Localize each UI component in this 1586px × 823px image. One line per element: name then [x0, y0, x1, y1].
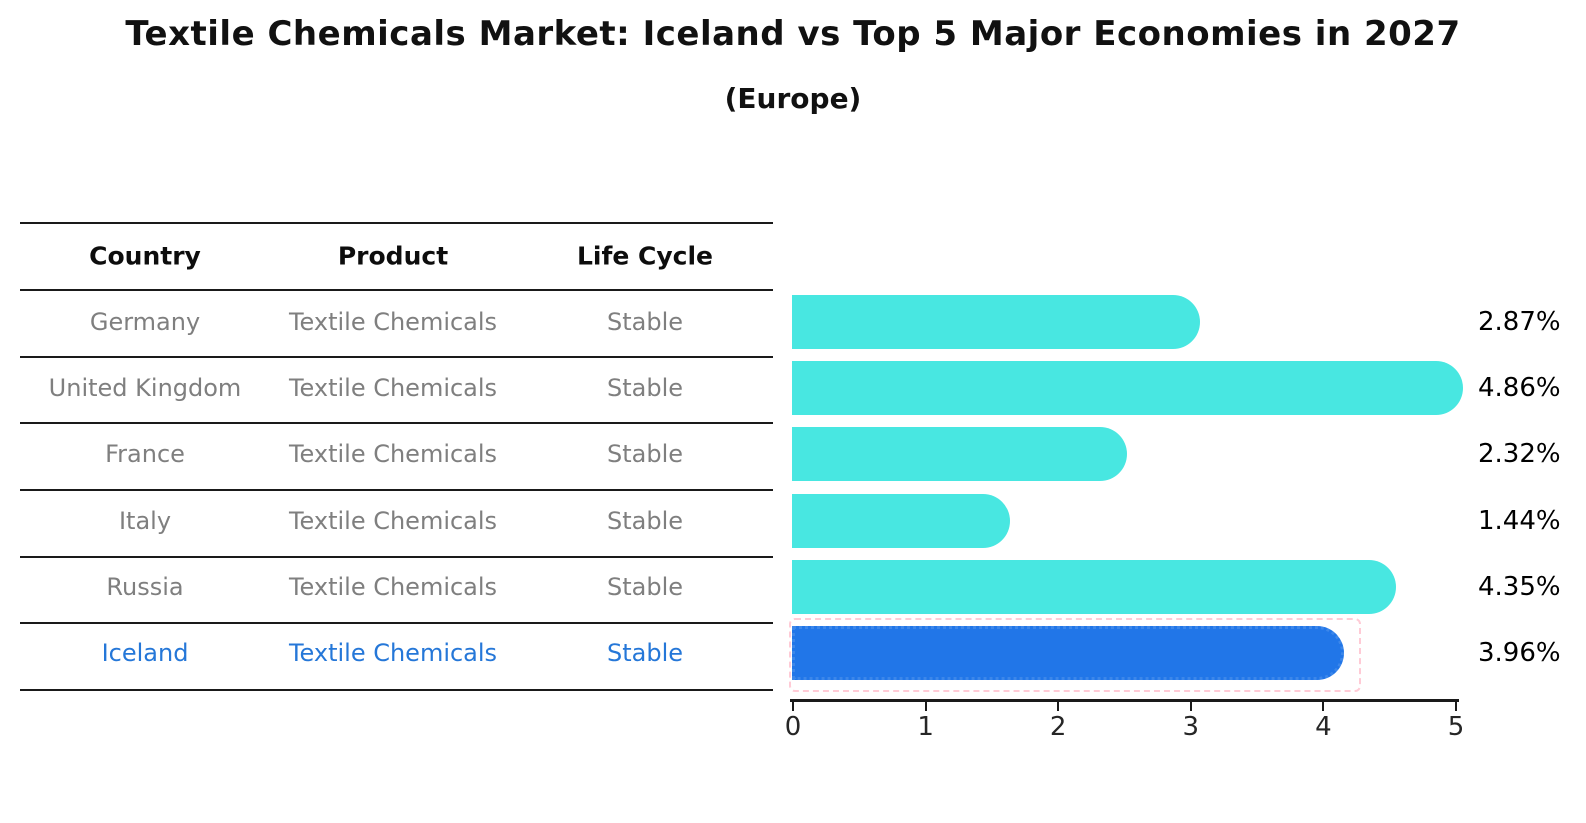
- x-tick-4: [1322, 702, 1325, 711]
- x-tick-2: [1057, 702, 1060, 711]
- table-row-1-product-cell: Textile Chemicals: [288, 374, 498, 402]
- table-line-5: [20, 556, 773, 558]
- bar-russia: [792, 560, 1396, 614]
- table-row-1-country-cell: United Kingdom: [48, 374, 242, 402]
- bar-united-kingdom: [792, 361, 1464, 415]
- table-row-3-product-cell: Textile Chemicals: [288, 507, 498, 535]
- table-row-4-country-cell: Russia: [106, 573, 184, 601]
- x-tick-label-1: 1: [917, 712, 934, 742]
- value-label-united-kingdom: 4.86%: [1478, 373, 1561, 403]
- table-line-3: [20, 422, 773, 424]
- x-tick-label-2: 2: [1049, 712, 1067, 742]
- table-line-0: [20, 222, 773, 224]
- value-label-france: 2.32%: [1478, 439, 1561, 469]
- table-header-product: Product: [337, 241, 449, 271]
- x-axis-line: [790, 699, 1459, 702]
- value-label-russia: 4.35%: [1478, 572, 1561, 602]
- x-tick-1: [924, 702, 927, 711]
- table-header-country: Country: [89, 241, 201, 271]
- table-row-1-life-cycle-cell: Stable: [606, 374, 684, 402]
- value-label-italy: 1.44%: [1478, 506, 1561, 536]
- table-line-6: [20, 622, 773, 624]
- table-line-2: [20, 356, 773, 358]
- highlight-frame: [789, 618, 1362, 692]
- table-row-0-life-cycle-cell: Stable: [606, 308, 684, 336]
- bar-iceland: [792, 626, 1345, 680]
- x-tick-label-3: 3: [1182, 712, 1200, 742]
- x-tick-3: [1189, 702, 1192, 711]
- chart-subtitle: (Europe): [724, 82, 862, 115]
- table-row-3-country-cell: Italy: [118, 507, 172, 535]
- table-row-0-country-cell: Germany: [89, 308, 201, 336]
- bar-germany: [792, 295, 1200, 349]
- table-header-life-cycle: Life Cycle: [576, 241, 714, 271]
- table-line-1: [20, 289, 773, 291]
- table-row-2-country-cell: France: [105, 440, 185, 468]
- x-tick-5: [1455, 702, 1457, 711]
- x-tick-label-0: 0: [784, 712, 802, 742]
- value-label-germany: 2.87%: [1478, 307, 1561, 337]
- table-row-5-life-cycle-cell: Stable: [606, 639, 684, 667]
- value-label-iceland: 3.96%: [1478, 638, 1561, 668]
- table-row-3-life-cycle-cell: Stable: [606, 507, 684, 535]
- bar-italy: [792, 494, 1010, 548]
- table-row-2-product-cell: Textile Chemicals: [288, 440, 498, 468]
- table-row-2-life-cycle-cell: Stable: [606, 440, 684, 468]
- table-row-5-country-cell: Iceland: [101, 639, 189, 667]
- table-line-7: [20, 689, 773, 691]
- bar-france: [792, 427, 1127, 481]
- x-tick-0: [792, 702, 794, 711]
- table-row-4-product-cell: Textile Chemicals: [288, 573, 498, 601]
- chart-title: Textile Chemicals Market: Iceland vs Top…: [125, 14, 1461, 54]
- table-row-0-product-cell: Textile Chemicals: [288, 308, 498, 336]
- x-tick-label-4: 4: [1315, 712, 1332, 742]
- table-row-4-life-cycle-cell: Stable: [606, 573, 684, 601]
- table-row-5-product-cell: Textile Chemicals: [288, 639, 498, 667]
- table-line-4: [20, 489, 773, 491]
- x-tick-label-5: 5: [1447, 712, 1465, 742]
